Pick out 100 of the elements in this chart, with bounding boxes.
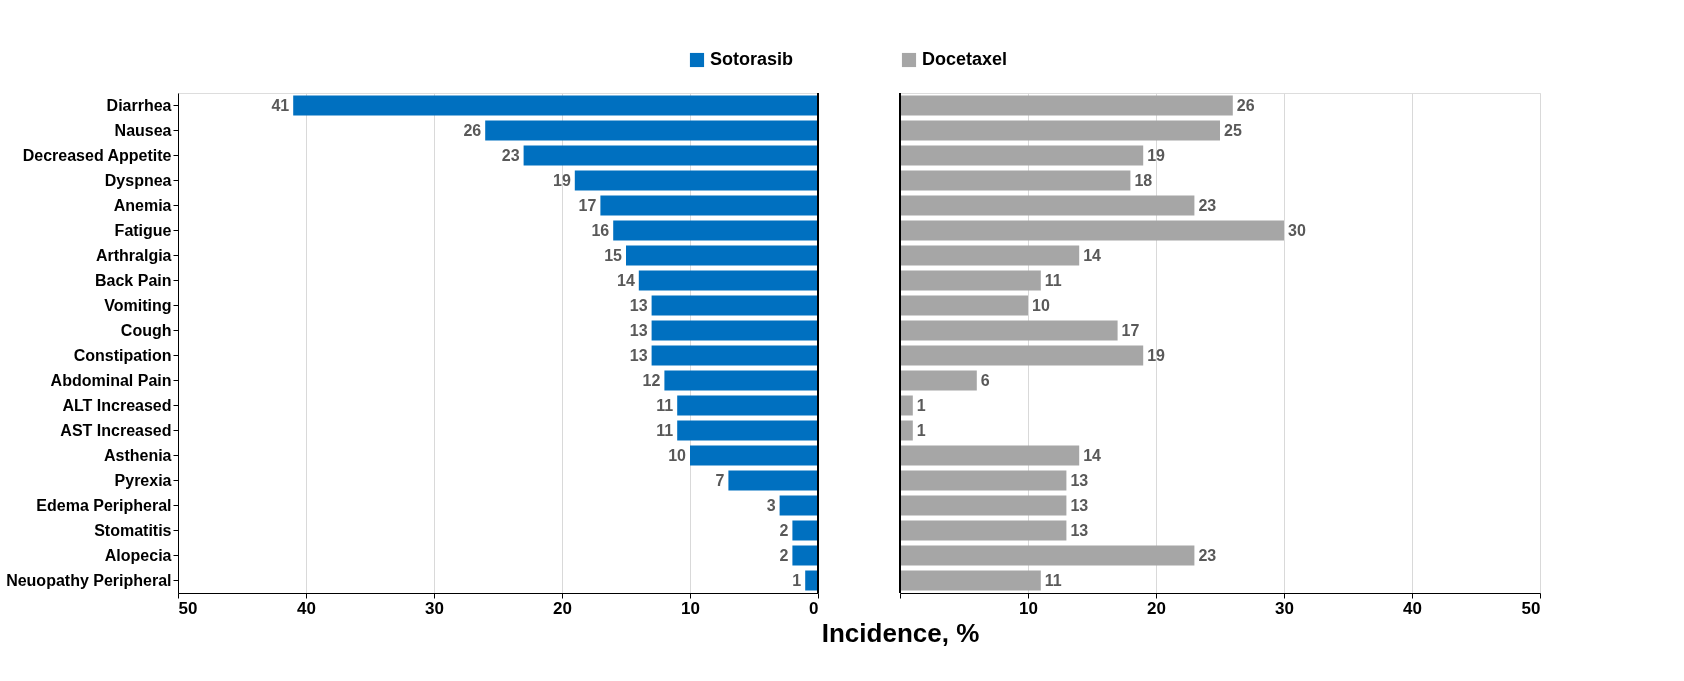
bar [900, 470, 1067, 491]
y-tick-label: Neuopathy Peripheral [6, 571, 172, 589]
data-label: 12 [642, 371, 661, 389]
y-tick-label: Arthralgia [95, 246, 172, 264]
x-tick-label: 30 [425, 598, 444, 618]
bar [900, 520, 1067, 541]
bar [900, 270, 1041, 291]
bar [728, 470, 818, 491]
y-tick-label: Edema Peripheral [36, 496, 172, 514]
y-tick-label: Diarrhea [106, 96, 172, 114]
y-tick-label: Anemia [113, 196, 172, 214]
x-axis-title: Incidence, % [821, 617, 980, 648]
x-tick-label: 50 [178, 598, 198, 618]
y-tick-label: Abdominal Pain [50, 371, 172, 389]
bar [638, 270, 818, 291]
data-label: 18 [1134, 171, 1153, 189]
x-tick-label: 40 [297, 598, 316, 618]
data-label: 17 [1121, 321, 1140, 339]
data-label: 13 [1070, 471, 1089, 489]
data-label: 2 [779, 546, 789, 564]
y-tick-label: Pyrexia [114, 471, 172, 489]
x-tick-label: 10 [1019, 598, 1038, 618]
y-tick-label: Alopecia [104, 546, 172, 564]
bar [900, 345, 1144, 366]
y-tick-label: ALT Increased [62, 396, 172, 414]
data-label: 26 [463, 121, 482, 139]
data-label: 23 [1198, 546, 1217, 564]
bar [900, 195, 1195, 216]
data-label: 13 [629, 321, 648, 339]
data-label: 19 [553, 171, 571, 189]
bar [613, 220, 818, 241]
x-tick-label: 40 [1403, 598, 1422, 618]
bar [805, 570, 818, 591]
data-label: 13 [1070, 496, 1089, 514]
data-label: 1 [916, 421, 926, 439]
legend-label: Docetaxel [922, 49, 1008, 69]
bar [900, 420, 913, 441]
data-label: 13 [1070, 521, 1089, 539]
bar [792, 545, 818, 566]
y-tick-label: Nausea [114, 121, 172, 139]
bar [900, 445, 1080, 466]
y-tick-label: Decreased Appetite [22, 146, 172, 164]
bar [690, 445, 818, 466]
x-tick-label: 30 [1275, 598, 1294, 618]
bar [900, 120, 1220, 141]
y-tick-label: Back Pain [95, 271, 172, 289]
y-tick-label: Stomatitis [94, 521, 172, 539]
x-tick-label: 20 [1147, 598, 1166, 618]
bar [900, 570, 1041, 591]
bar [792, 520, 818, 541]
y-tick-label: Fatigue [114, 221, 172, 239]
bar [677, 420, 818, 441]
x-tick-label: 0 [809, 598, 819, 618]
bar [651, 320, 818, 341]
data-label: 13 [629, 346, 648, 364]
y-tick-label: AST Increased [60, 421, 172, 439]
bar [651, 345, 818, 366]
data-label: 11 [656, 421, 674, 439]
x-tick-label: 50 [1521, 598, 1541, 618]
bar [664, 370, 818, 391]
data-label: 3 [766, 496, 776, 514]
data-label: 17 [578, 196, 597, 214]
data-label: 10 [1032, 296, 1050, 314]
data-label: 13 [629, 296, 648, 314]
bar [900, 395, 913, 416]
data-label: 7 [715, 471, 725, 489]
data-label: 10 [668, 446, 687, 464]
data-label: 14 [617, 271, 635, 289]
bar [900, 220, 1284, 241]
bar [900, 95, 1233, 116]
y-tick-label: Cough [120, 321, 172, 339]
data-label: 15 [604, 246, 623, 264]
bar [900, 495, 1067, 516]
data-label: 23 [1198, 196, 1217, 214]
bar [485, 120, 818, 141]
data-label: 30 [1288, 221, 1306, 239]
x-tick-label: 20 [553, 598, 572, 618]
data-label: 25 [1224, 121, 1242, 139]
data-label: 11 [1044, 571, 1062, 589]
bar [523, 145, 818, 166]
bar [574, 170, 818, 191]
data-label: 23 [501, 146, 520, 164]
y-tick-label: Dyspnea [104, 171, 172, 189]
data-label: 19 [1147, 146, 1166, 164]
x-tick-label: 10 [681, 598, 700, 618]
bar [900, 245, 1080, 266]
bar [900, 545, 1195, 566]
bar [651, 295, 818, 316]
data-label: 26 [1236, 96, 1255, 114]
bar [900, 170, 1131, 191]
data-label: 41 [271, 96, 290, 114]
data-label: 11 [656, 396, 674, 414]
data-label: 11 [1044, 271, 1062, 289]
data-label: 1 [792, 571, 802, 589]
y-tick-label: Vomiting [104, 296, 172, 314]
bar [626, 245, 818, 266]
data-label: 14 [1083, 246, 1102, 264]
data-label: 19 [1147, 346, 1166, 364]
data-label: 14 [1083, 446, 1102, 464]
data-label: 6 [980, 371, 990, 389]
